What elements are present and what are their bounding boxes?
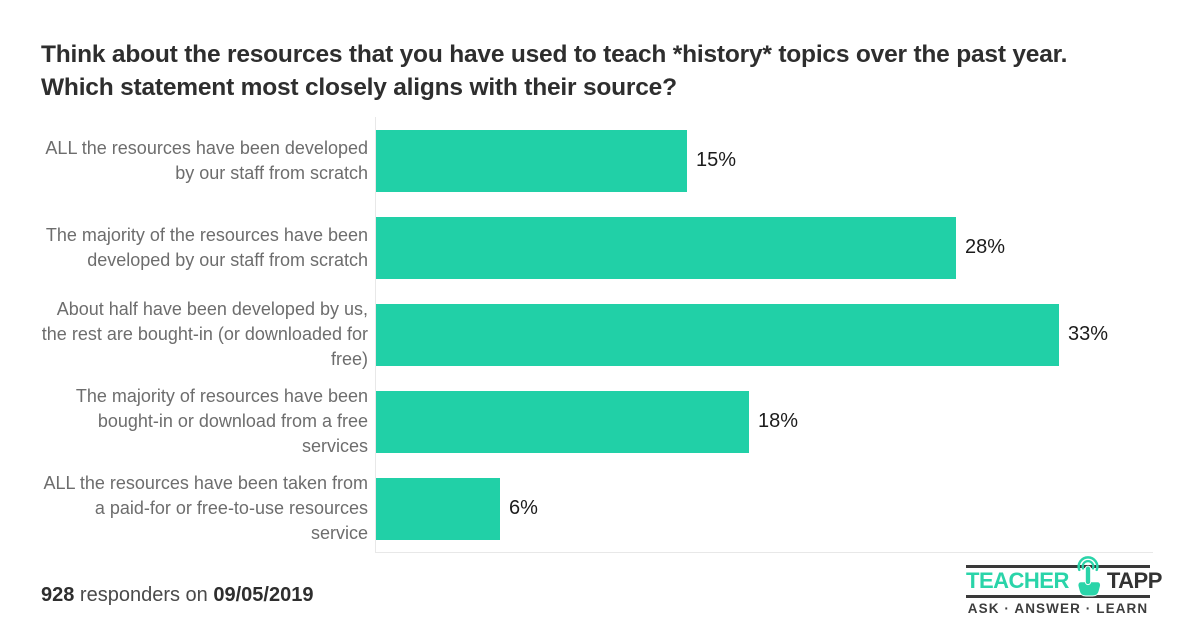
- logo-brand-row: TEACHER TAPP: [966, 556, 1162, 597]
- category-label: ALL the resources have been taken from a…: [43, 473, 368, 543]
- responders-note: 928 responders on 09/05/2019: [41, 584, 313, 607]
- bar-row: 33%: [376, 291, 1153, 378]
- bar: [376, 129, 687, 192]
- bar-value-label: 6%: [509, 497, 538, 519]
- tap-hand-icon: [1069, 556, 1107, 597]
- bar-row: 28%: [376, 204, 1153, 291]
- category-label: About half have been developed by us, th…: [41, 299, 368, 369]
- plot-column: 15% 28% 33% 18% 6%: [375, 117, 1153, 553]
- bar-row: 15%: [376, 117, 1153, 204]
- responder-connector: responders on: [74, 584, 214, 606]
- logo-text-tapp: TAPP: [1106, 568, 1163, 593]
- bar-row: 6%: [376, 465, 1153, 552]
- logo-rule-bottom: [966, 595, 1150, 598]
- logo-rule-top: [966, 565, 1150, 568]
- category-label: ALL the resources have been developed by…: [45, 137, 368, 183]
- category-labels-column: ALL the resources have been developed by…: [41, 117, 375, 553]
- chart-title: Think about the resources that you have …: [41, 41, 1068, 101]
- teacher-tapp-logo: TEACHER TAPP ASK · ANSWER · LEARN: [966, 551, 1162, 616]
- responder-count: 928: [41, 584, 75, 606]
- bar-row: 18%: [376, 378, 1153, 465]
- category-label: The majority of the resources have been …: [45, 224, 368, 270]
- bar: [376, 477, 500, 540]
- bar-value-label: 33%: [1068, 323, 1109, 345]
- bar-value-label: 28%: [965, 236, 1006, 258]
- logo-text-teacher: TEACHER: [966, 568, 1069, 593]
- bar-value-label: 18%: [758, 410, 799, 432]
- bar: [376, 390, 749, 453]
- logo-tagline: ASK · ANSWER · LEARN: [967, 601, 1149, 616]
- bar-chart: ALL the resources have been developed by…: [41, 117, 1153, 553]
- responder-date: 09/05/2019: [213, 584, 314, 606]
- category-label: The majority of resources have been boug…: [75, 386, 368, 456]
- bar-value-label: 15%: [696, 149, 737, 171]
- bar: [376, 303, 1059, 366]
- bar: [376, 216, 956, 279]
